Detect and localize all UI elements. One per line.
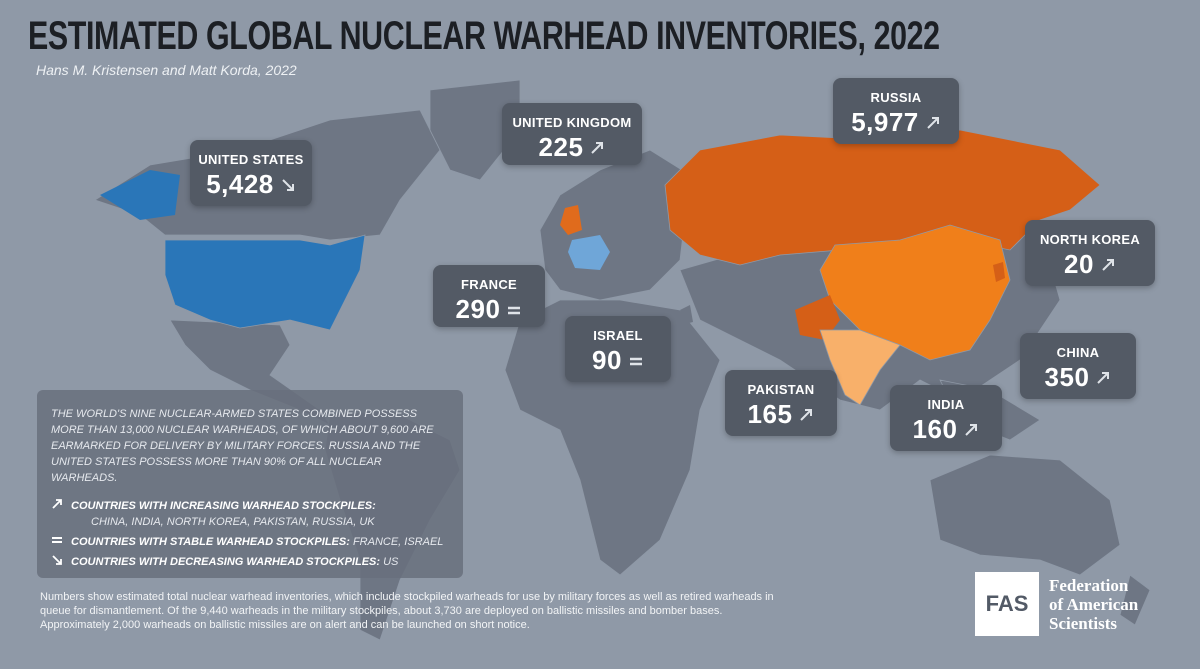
trend-icon: [800, 408, 813, 421]
legend-countries: FRANCE, ISRAEL: [352, 536, 444, 548]
country-callout: ISRAEL 90: [565, 316, 671, 382]
warhead-count: 5,977: [851, 107, 919, 137]
country-callout: UNITED STATES 5,428: [190, 140, 312, 206]
subtitle: Hans M. Kristensen and Matt Korda, 2022: [36, 62, 297, 78]
country-name: FRANCE: [461, 277, 517, 292]
trend-icon: [629, 357, 642, 365]
arrow-up-icon: [52, 499, 62, 509]
trend-icon: [927, 116, 939, 129]
count-row: 225: [502, 132, 642, 163]
warhead-count: 225: [538, 132, 584, 162]
info-box: THE WORLD'S NINE NUCLEAR-ARMED STATES CO…: [37, 390, 463, 578]
logo-mark: FAS: [975, 572, 1039, 636]
count-row: 90: [565, 345, 671, 376]
count-row: 5,977: [833, 107, 959, 138]
logo: FAS Federation of American Scientists: [975, 572, 1138, 636]
trend-icon: [1097, 371, 1110, 384]
warhead-count: 90: [592, 345, 622, 375]
logo-line: Scientists: [1049, 613, 1117, 633]
trend-icon: [508, 306, 521, 314]
footnote: Numbers show estimated total nuclear war…: [40, 591, 774, 631]
title: ESTIMATED GLOBAL NUCLEAR WARHEAD INVENTO…: [28, 14, 940, 58]
trend-icon: [1102, 258, 1114, 271]
arrow-down-icon: [52, 555, 62, 565]
legend-label: COUNTRIES WITH DECREASING WARHEAD STOCKP…: [71, 556, 381, 568]
country-name: RUSSIA: [870, 90, 922, 105]
country-name: CHINA: [1056, 345, 1100, 360]
legend-decreasing: COUNTRIES WITH DECREASING WARHEAD STOCKP…: [51, 554, 449, 570]
warhead-count: 290: [455, 294, 501, 324]
trend-icon: [282, 178, 294, 191]
legend-stable: COUNTRIES WITH STABLE WARHEAD STOCKPILES…: [51, 534, 449, 550]
count-row: 165: [725, 399, 837, 430]
info-text: THE WORLD'S NINE NUCLEAR-ARMED STATES CO…: [51, 408, 434, 484]
country-name: UNITED STATES: [198, 152, 304, 167]
country-callout: NORTH KOREA 20: [1025, 220, 1155, 286]
count-row: 350: [1020, 362, 1136, 393]
country-name: INDIA: [927, 397, 965, 412]
country-name: ISRAEL: [593, 328, 643, 343]
country-callout: PAKISTAN 165: [725, 370, 837, 436]
legend-label: COUNTRIES WITH INCREASING WARHEAD STOCKP…: [71, 500, 376, 512]
country-name: NORTH KOREA: [1039, 232, 1141, 247]
logo-line: of American: [1049, 594, 1139, 614]
equals-icon: [52, 537, 62, 543]
warhead-count: 5,428: [206, 169, 274, 199]
count-row: 290: [433, 294, 545, 325]
legend-label: COUNTRIES WITH STABLE WARHEAD STOCKPILES…: [71, 536, 350, 548]
warhead-count: 160: [912, 414, 958, 444]
country-callout: FRANCE 290: [433, 265, 545, 327]
country-callout: UNITED KINGDOM 225: [502, 103, 642, 165]
trend-icon: [965, 423, 978, 436]
country-callout: CHINA 350: [1020, 333, 1136, 399]
country-name: PAKISTAN: [747, 382, 815, 397]
logo-name: Federation of American Scientists: [1049, 576, 1138, 633]
country-callout: INDIA 160: [890, 385, 1002, 451]
legend-countries: US: [383, 556, 399, 568]
legend-countries: CHINA, INDIA, NORTH KOREA, PAKISTAN, RUS…: [91, 516, 375, 528]
warhead-count: 350: [1044, 362, 1090, 392]
count-row: 5,428: [190, 169, 312, 200]
logo-line: Federation: [1049, 575, 1129, 595]
warhead-count: 165: [747, 399, 793, 429]
count-row: 160: [890, 414, 1002, 445]
warhead-count: 20: [1064, 249, 1094, 279]
legend-increasing: COUNTRIES WITH INCREASING WARHEAD STOCKP…: [51, 498, 449, 530]
country-name: UNITED KINGDOM: [512, 115, 632, 130]
trend-icon: [591, 141, 604, 154]
country-callout: RUSSIA 5,977: [833, 78, 959, 144]
count-row: 20: [1025, 249, 1155, 280]
